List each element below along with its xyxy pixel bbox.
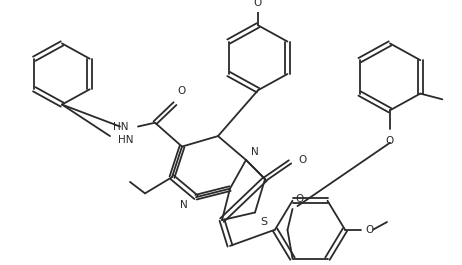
Text: O: O (177, 86, 185, 96)
Text: O: O (254, 0, 262, 8)
Text: N: N (251, 147, 259, 157)
Text: O: O (386, 136, 394, 146)
Text: O: O (296, 194, 304, 204)
Text: HN: HN (113, 122, 128, 131)
Text: N: N (180, 200, 188, 210)
Text: HN: HN (118, 135, 134, 145)
Text: S: S (260, 217, 267, 227)
Text: O: O (298, 155, 306, 165)
Text: O: O (365, 225, 373, 235)
